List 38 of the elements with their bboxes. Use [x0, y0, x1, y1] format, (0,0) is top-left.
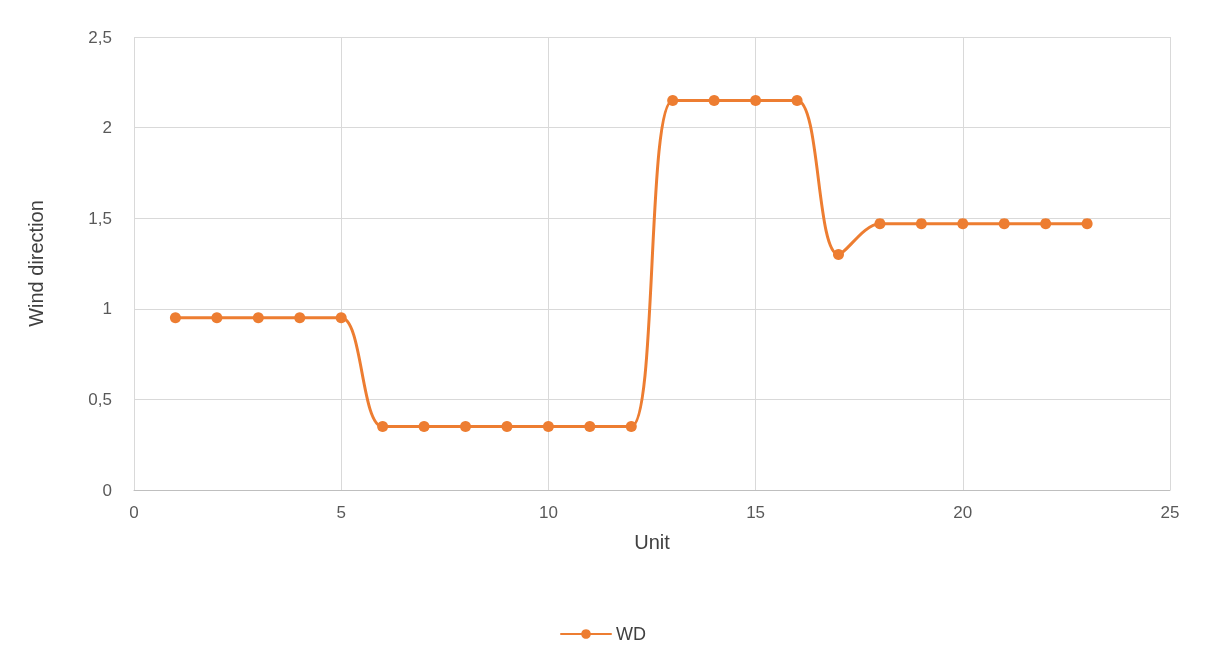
y-tick-label: 2	[102, 118, 112, 138]
point	[335, 312, 347, 324]
point	[998, 218, 1010, 230]
point	[667, 94, 679, 106]
point	[169, 312, 181, 324]
point	[252, 312, 264, 324]
point	[542, 421, 554, 433]
point	[750, 94, 762, 106]
y-axis-title: Wind direction	[25, 200, 47, 327]
y-tick-label: 2,5	[88, 27, 112, 47]
y-tick-label: 0	[102, 480, 112, 500]
point	[418, 421, 430, 433]
point	[294, 312, 306, 324]
point	[501, 421, 513, 433]
y-tick-label: 1	[102, 299, 112, 319]
point	[832, 248, 844, 260]
y-tick-label: 1,5	[88, 208, 112, 228]
point	[625, 421, 637, 433]
point	[377, 421, 389, 433]
point	[1040, 218, 1052, 230]
x-tick-label: 10	[538, 503, 558, 522]
point	[915, 218, 927, 230]
point	[211, 312, 223, 324]
x-tick-label: 15	[746, 503, 766, 522]
point	[1081, 218, 1093, 230]
x-tick-label: 5	[336, 503, 346, 522]
point	[584, 421, 596, 433]
x-tick-label: 0	[129, 503, 139, 522]
x-axis-title: Unit	[634, 531, 671, 553]
legend-label: WD	[616, 624, 647, 644]
point	[957, 218, 969, 230]
point	[791, 94, 803, 106]
x-tick-label: 20	[953, 503, 973, 522]
point	[874, 218, 886, 230]
point	[460, 421, 472, 433]
point	[708, 94, 720, 106]
x-tick-label: 25	[1160, 503, 1180, 522]
y-tick-label: 0,5	[88, 389, 112, 409]
